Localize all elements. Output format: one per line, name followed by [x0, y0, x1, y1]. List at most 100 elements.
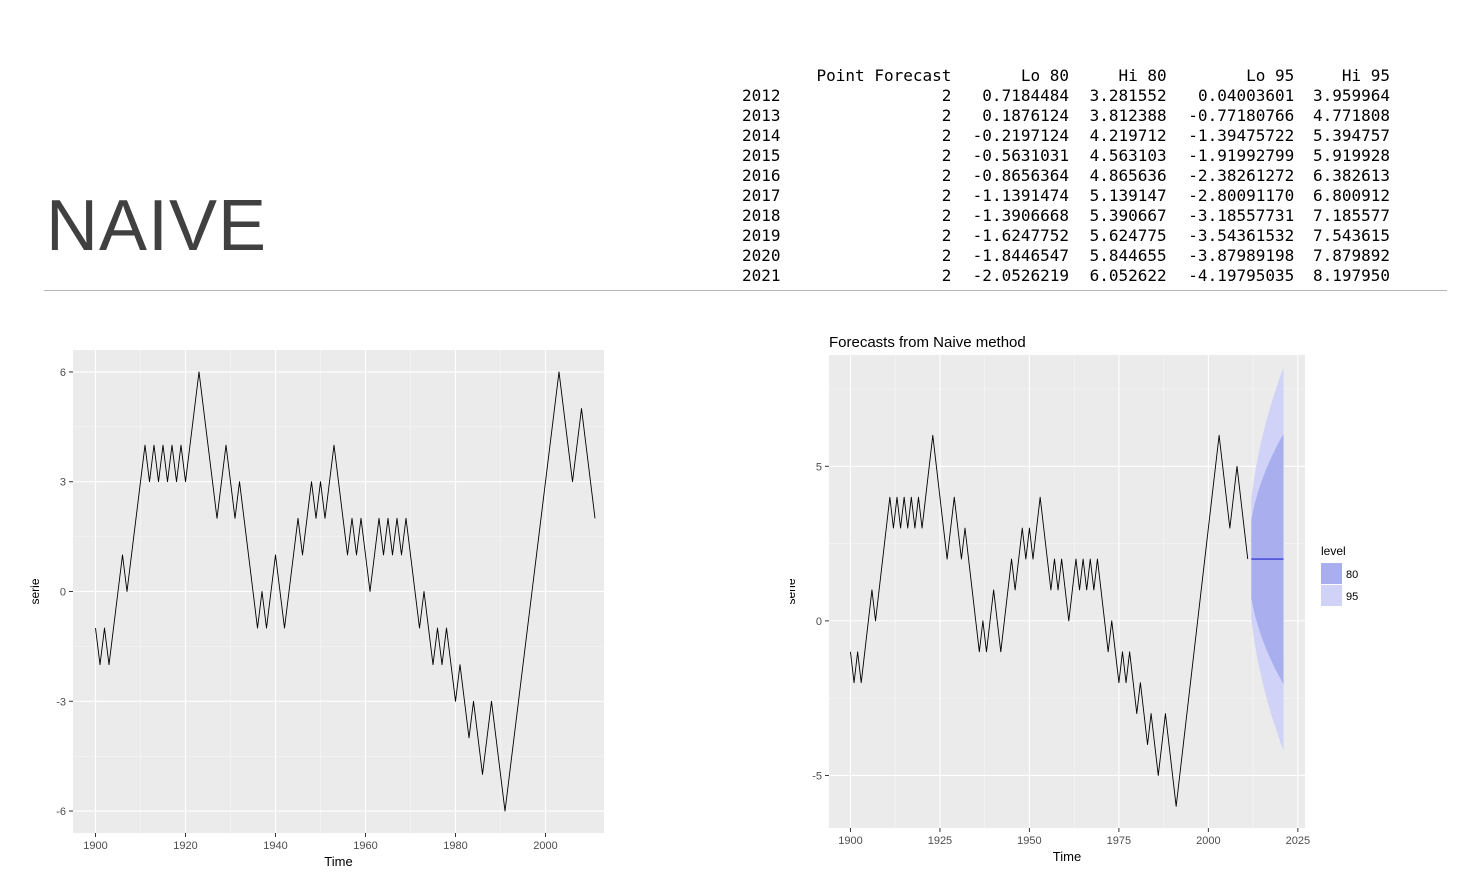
chart-title: Forecasts from Naive method	[829, 334, 1026, 351]
table-row: 2017 2 -1.1391474 5.139147 -2.80091170 6.8009…	[738, 186, 1390, 206]
y-tick-label: 5	[816, 461, 822, 473]
table-cell: -0.2197124	[972, 126, 1069, 145]
table-cell: -1.1391474	[972, 186, 1069, 205]
table-row: 2013 2 0.1876124 3.812388 -0.77180766 4.77180…	[738, 106, 1390, 126]
plot-panel	[829, 355, 1305, 828]
forecast-chart: Forecasts from Naive method 1900 1925 1950 1…	[790, 334, 1358, 864]
table-cell: 6.052622	[1089, 266, 1167, 285]
forecast-table-grid: Point Forecast Lo 80 Hi 80 Lo 95 Hi 95 2…	[738, 66, 1390, 286]
x-axis-label: Time	[1053, 849, 1081, 864]
table-cell: 6.382613	[1312, 166, 1390, 185]
table-cell: -1.3906668	[972, 206, 1069, 225]
table-cell: 2	[941, 146, 952, 165]
table-cell: -3.18557731	[1188, 206, 1295, 225]
x-tick-label: 1980	[443, 840, 467, 852]
legend-swatch	[1321, 563, 1342, 585]
legend-label: 80	[1346, 569, 1358, 581]
table-cell: -0.8656364	[972, 166, 1069, 185]
table-cell: 2	[941, 86, 952, 105]
series-line	[850, 434, 1249, 807]
table-cell: -2.38261272	[1188, 166, 1295, 185]
table-row-year: 2019	[742, 226, 781, 245]
table-row-year: 2012	[742, 86, 781, 105]
table-header-cell: Point Forecast	[816, 66, 952, 85]
legend-swatch	[1321, 585, 1342, 607]
x-tick-label: 1950	[1017, 835, 1041, 847]
table-cell: 0.1876124	[982, 106, 1069, 125]
table-cell: 8.197950	[1312, 266, 1390, 285]
table-header-cell: Hi 95	[1341, 66, 1390, 85]
x-tick-label: 2000	[1196, 835, 1220, 847]
table-row-year: 2017	[742, 186, 781, 205]
y-tick-label: 3	[60, 477, 66, 489]
series-line	[95, 371, 596, 812]
table-row-year: 2013	[742, 106, 781, 125]
table-row-year: 2016	[742, 166, 781, 185]
table-cell: 2	[941, 246, 952, 265]
y-tick-label: 6	[60, 367, 66, 379]
x-tick-label: 1925	[928, 835, 952, 847]
table-cell: 7.879892	[1312, 246, 1390, 265]
table-cell: -4.19795035	[1188, 266, 1295, 285]
table-cell: 7.543615	[1312, 226, 1390, 245]
y-tick-label: -6	[56, 806, 66, 818]
table-header-cell: Lo 80	[1020, 66, 1069, 85]
table-row-year: 2018	[742, 206, 781, 225]
y-axis-label: serie	[790, 578, 798, 604]
table-cell: -2.80091170	[1188, 186, 1295, 205]
table-row: 2016 2 -0.8656364 4.865636 -2.38261272 6.3826…	[738, 166, 1390, 186]
table-row-year: 2015	[742, 146, 781, 165]
table-cell: 7.185577	[1312, 206, 1390, 225]
legend-label: 95	[1346, 591, 1358, 603]
table-cell: -0.5631031	[972, 146, 1069, 165]
x-tick-label: 2025	[1286, 835, 1310, 847]
table-row: 2021 2 -2.0526219 6.052622 -4.19795035 8.1979…	[738, 266, 1390, 286]
table-cell: 5.919928	[1312, 146, 1390, 165]
table-row-year: 2021	[742, 266, 781, 285]
table-cell: 3.959964	[1312, 86, 1390, 105]
table-cell: 5.394757	[1312, 126, 1390, 145]
x-tick-label: 1900	[838, 835, 862, 847]
table-body: 2012 2 0.7184484 3.281552 0.04003601 3.959964…	[738, 86, 1390, 286]
table-cell: 2	[941, 266, 952, 285]
table-row-year: 2014	[742, 126, 781, 145]
table-cell: 2	[941, 106, 952, 125]
x-tick-label: 1960	[353, 840, 377, 852]
table-header-cell: Lo 95	[1246, 66, 1295, 85]
table-header-cell	[738, 66, 802, 86]
table-cell: 2	[941, 126, 952, 145]
x-tick-label: 1975	[1107, 835, 1131, 847]
legend-title: level	[1321, 544, 1346, 558]
table-row: 2012 2 0.7184484 3.281552 0.04003601 3.959964	[738, 86, 1390, 106]
y-tick-label: -3	[56, 696, 66, 708]
table-cell: -1.91992799	[1188, 146, 1295, 165]
table-cell: 5.624775	[1089, 226, 1167, 245]
table-cell: -1.6247752	[972, 226, 1069, 245]
slide-title: NAIVE	[46, 186, 268, 266]
x-tick-label: 1940	[263, 840, 287, 852]
x-axis-label: Time	[324, 854, 352, 869]
y-tick-label: 0	[60, 587, 66, 599]
x-tick-label: 2000	[533, 840, 557, 852]
table-row: 2020 2 -1.8446547 5.844655 -3.87989198 7.8798…	[738, 246, 1390, 266]
table-cell: 5.844655	[1089, 246, 1167, 265]
table-cell: 3.281552	[1089, 86, 1167, 105]
table-row-year: 2020	[742, 246, 781, 265]
series-chart: 1900 1920 1940 1960 1980 2000 -6 -3 0 3 6 Time serie	[30, 350, 604, 869]
x-tick-label: 1920	[173, 840, 197, 852]
table-row: 2018 2 -1.3906668 5.390667 -3.18557731 7.1855…	[738, 206, 1390, 226]
table-cell: -3.54361532	[1188, 226, 1295, 245]
table-header-cell: Hi 80	[1118, 66, 1167, 85]
table-cell: 4.865636	[1089, 166, 1167, 185]
table-cell: 6.800912	[1312, 186, 1390, 205]
title-divider	[44, 290, 1447, 291]
table-cell: 2	[941, 206, 952, 225]
table-row: 2019 2 -1.6247752 5.624775 -3.54361532 7.5436…	[738, 226, 1390, 246]
table-cell: 5.139147	[1089, 186, 1167, 205]
table-cell: 0.7184484	[982, 86, 1069, 105]
table-cell: 2	[941, 186, 952, 205]
table-header-row: Point Forecast Lo 80 Hi 80 Lo 95 Hi 95	[738, 66, 1390, 86]
table-cell: 4.219712	[1089, 126, 1167, 145]
table-cell: 0.04003601	[1197, 86, 1295, 105]
table-row: 2015 2 -0.5631031 4.563103 -1.91992799 5.9199…	[738, 146, 1390, 166]
